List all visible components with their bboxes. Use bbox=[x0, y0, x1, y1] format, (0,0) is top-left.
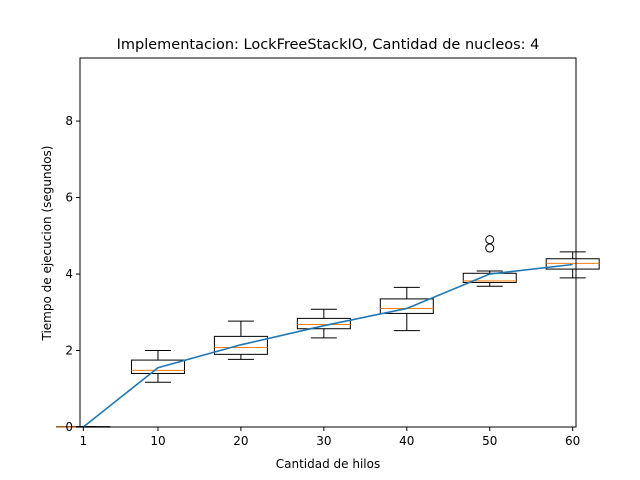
y-tick-label: 2 bbox=[65, 344, 73, 358]
y-tick-label: 0 bbox=[65, 420, 73, 434]
plot-area: 1 10 20 30 40 50 60 0 2 4 6 8 bbox=[56, 57, 600, 448]
x-tick-label: 60 bbox=[565, 434, 580, 448]
x-tick-label: 20 bbox=[233, 434, 248, 448]
box-flier bbox=[485, 235, 495, 245]
mean-line bbox=[82, 263, 573, 428]
box-body bbox=[130, 359, 185, 374]
y-tick-label: 8 bbox=[65, 114, 73, 128]
box-body bbox=[379, 298, 434, 314]
x-axis-label: Cantidad de hilos bbox=[276, 457, 380, 471]
box-body bbox=[545, 258, 600, 270]
box-flier bbox=[485, 243, 495, 253]
x-tick-label: 50 bbox=[482, 434, 497, 448]
box-body bbox=[296, 317, 351, 330]
x-tick-label: 30 bbox=[316, 434, 331, 448]
x-tick-label: 10 bbox=[150, 434, 165, 448]
x-tick-label: 1 bbox=[79, 434, 87, 448]
y-tick-label: 4 bbox=[65, 267, 73, 281]
x-tick-label: 40 bbox=[399, 434, 414, 448]
axes-frame bbox=[79, 57, 577, 428]
y-axis-label: Tiempo de ejecucion (segundos) bbox=[40, 146, 54, 342]
chart-title: Implementacion: LockFreeStackIO, Cantida… bbox=[117, 37, 540, 53]
box-body bbox=[213, 335, 268, 355]
y-tick-label: 6 bbox=[65, 191, 73, 205]
